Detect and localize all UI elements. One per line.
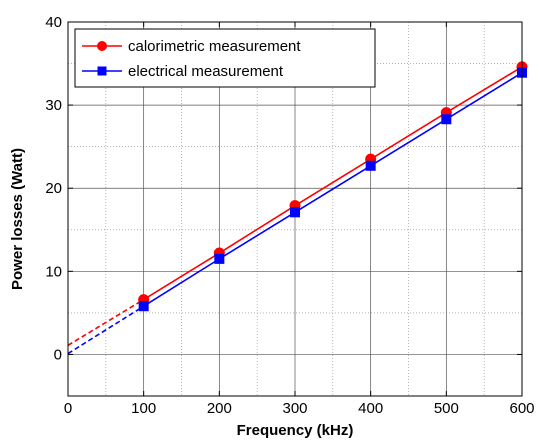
y-tick-label: 0	[54, 346, 62, 363]
x-tick-label: 500	[434, 400, 459, 417]
legend-label: calorimetric measurement	[128, 38, 301, 55]
series-extrapolation-line	[67, 305, 145, 355]
x-tick-label: 0	[64, 400, 72, 417]
y-tick-label: 40	[45, 14, 62, 31]
x-axis-title: Frequency (kHz)	[237, 422, 354, 439]
x-tick-label: 300	[282, 400, 307, 417]
series-line	[143, 66, 523, 301]
legend: calorimetric measurement electrical measu…	[74, 28, 376, 88]
data-point	[138, 301, 149, 312]
legend-label: electrical measurement	[128, 63, 284, 80]
tick-labels: 0 100 200 300 400 500 600 0 10 20 30 40	[45, 14, 534, 417]
y-tick-label: 30	[45, 97, 62, 114]
legend-box	[74, 28, 376, 88]
legend-marker-circle	[97, 41, 107, 51]
axis-ticks	[67, 21, 523, 396]
x-tick-label: 200	[207, 400, 232, 417]
legend-marker-square	[97, 66, 107, 76]
x-tick-label: 100	[131, 400, 156, 417]
data-point	[214, 253, 225, 264]
series-2	[67, 67, 527, 355]
data-point	[290, 207, 300, 218]
x-tick-label: 400	[358, 400, 383, 417]
y-tick-label: 20	[45, 180, 62, 197]
series-extrapolation-line	[67, 298, 145, 346]
series-layer	[67, 61, 528, 355]
x-tick-label: 600	[509, 400, 534, 417]
series-line	[143, 72, 523, 307]
y-tick-label: 10	[45, 263, 62, 280]
data-point	[441, 114, 452, 125]
y-axis-title: Power losses (Watt)	[9, 148, 26, 290]
data-point	[365, 160, 376, 171]
series-1	[67, 61, 528, 346]
